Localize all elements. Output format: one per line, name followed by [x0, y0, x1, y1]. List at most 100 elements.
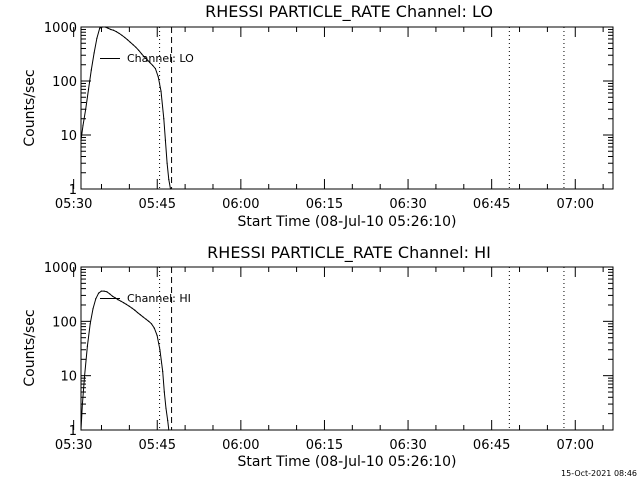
data-point	[168, 429, 170, 431]
data-point	[101, 26, 104, 28]
x-tick-label: 06:30	[389, 197, 426, 212]
data-point	[84, 375, 86, 377]
data-point	[109, 293, 111, 295]
data-point	[80, 139, 82, 141]
data-point	[157, 76, 159, 78]
data-point	[125, 303, 128, 305]
data-point	[129, 41, 131, 43]
data-point	[146, 58, 148, 61]
series-points	[80, 290, 170, 431]
data-point	[103, 290, 105, 292]
x-axis-label: Start Time (08-Jul-10 05:26:10)	[237, 214, 456, 230]
y-axis-label: Counts/sec	[22, 69, 38, 146]
data-point	[169, 188, 172, 190]
data-point	[143, 56, 145, 58]
tick-labels: 1 10 100 1000 05:30 05:45 06:00 06:15 06:30 06:45…	[44, 21, 594, 212]
data-point	[154, 67, 157, 70]
data-point	[128, 305, 130, 307]
data-point	[163, 391, 165, 393]
data-point	[97, 292, 100, 294]
data-point	[82, 124, 84, 127]
data-point	[159, 349, 161, 351]
data-point	[163, 118, 165, 120]
x-tick-label: 06:15	[306, 197, 343, 212]
data-point	[126, 39, 129, 41]
timestamp-footer: 15-Oct-2021 08:46	[561, 469, 637, 478]
data-point	[149, 61, 151, 64]
data-point	[160, 90, 162, 92]
data-point	[106, 291, 108, 293]
y-tick-label: 100	[52, 315, 77, 330]
data-point	[117, 299, 119, 301]
y-tick-label: 10	[60, 129, 77, 144]
data-point	[148, 320, 150, 322]
data-point	[121, 34, 123, 36]
x-tick-label: 06:00	[222, 438, 259, 453]
series-points	[80, 26, 172, 190]
data-point	[92, 308, 94, 310]
x-tick-label: 07:00	[557, 197, 594, 212]
y-tick-label: 1	[69, 424, 77, 439]
plot-frame	[80, 26, 614, 190]
data-point	[100, 290, 102, 292]
plot-frame	[80, 266, 614, 431]
data-point	[131, 307, 133, 309]
data-point	[150, 323, 153, 325]
x-tick-label: 06:00	[222, 197, 259, 212]
data-point	[86, 345, 89, 347]
time-markers	[159, 267, 565, 430]
data-point	[136, 311, 139, 314]
time-markers	[159, 27, 565, 189]
x-tick-label: 07:00	[557, 438, 594, 453]
y-tick-label: 100	[52, 75, 77, 90]
data-point	[115, 31, 117, 33]
data-point	[164, 139, 167, 141]
data-point	[107, 27, 109, 29]
data-point	[165, 407, 167, 409]
panel-lo: RHESSI PARTICLE_RATE Channel: LO 1101001…	[22, 2, 614, 230]
x-tick-label: 05:30	[55, 438, 92, 453]
data-point	[89, 323, 91, 325]
chart-title: RHESSI PARTICLE_RATE Channel: HI	[207, 243, 491, 263]
data-point	[80, 429, 82, 431]
data-point	[132, 44, 134, 46]
tick-labels: 1 10 100 1000 05:30 05:45 06:00 06:15 06:30 06:45…	[44, 261, 594, 453]
x-tick-label: 06:30	[389, 438, 426, 453]
data-point	[111, 295, 114, 297]
y-tick-label: 1000	[44, 261, 77, 276]
legend-label: Channel: HI	[127, 292, 191, 305]
data-point	[138, 49, 140, 51]
y-axis-label: Counts/sec	[22, 309, 38, 386]
data-point	[123, 302, 125, 304]
data-point	[153, 327, 155, 329]
data-point	[168, 178, 170, 181]
x-axis-label: Start Time (08-Jul-10 05:26:10)	[237, 454, 456, 470]
data-point	[118, 32, 120, 35]
chart-title: RHESSI PARTICLE_RATE Channel: LO	[205, 2, 493, 22]
y-tick-label: 1	[69, 183, 77, 198]
x-tick-label: 05:45	[139, 197, 176, 212]
data-point	[99, 27, 101, 29]
data-point	[152, 64, 154, 66]
legend-label: Channel: LO	[127, 52, 194, 65]
series-line	[80, 290, 170, 431]
data-point	[140, 53, 143, 55]
data-point	[156, 334, 158, 337]
data-point	[110, 28, 112, 31]
data-point	[139, 314, 141, 316]
data-point	[124, 36, 126, 39]
x-tick-label: 06:45	[473, 197, 510, 212]
data-point	[81, 403, 83, 405]
data-point	[93, 52, 95, 54]
data-point	[134, 309, 136, 311]
data-point	[120, 300, 122, 302]
data-point	[104, 26, 106, 28]
y-tick-label: 1000	[44, 21, 77, 36]
x-tick-label: 05:45	[139, 438, 176, 453]
data-point	[113, 29, 115, 31]
x-tick-label: 05:30	[55, 197, 92, 212]
data-point	[167, 419, 169, 422]
data-point	[96, 37, 98, 39]
y-tick-label: 10	[60, 370, 77, 385]
